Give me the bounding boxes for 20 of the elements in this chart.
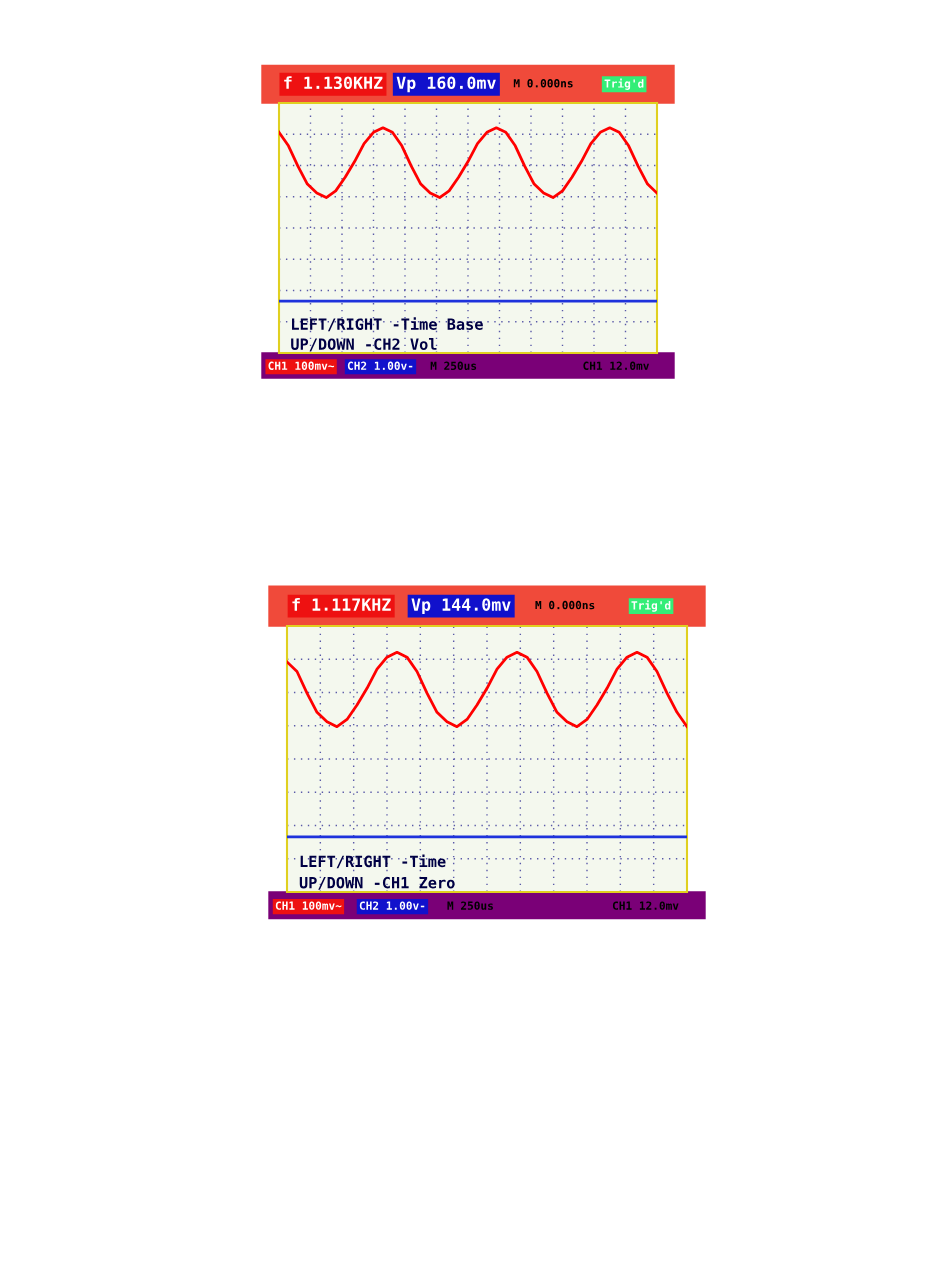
- text: CH2 1.00v-: [359, 901, 425, 910]
- text: Vp 144.0mv: [411, 598, 511, 615]
- text: f 1.117KHZ: [292, 597, 391, 611]
- text: f 1.130KHZ: [284, 76, 383, 90]
- text: M 250us: [447, 901, 493, 910]
- text: CH1 100mv~: [268, 361, 335, 370]
- text: M 0.000ns: [535, 600, 595, 610]
- text: M 250us: [430, 361, 477, 370]
- text: Vp 160.0mv: [396, 76, 496, 93]
- annotation: LEFT/RIGHT -Time: [300, 854, 446, 869]
- annotation: UP/DOWN -CH1 Zero: [299, 876, 455, 890]
- text: Trig'd: [604, 78, 644, 90]
- text: CH2 1.00v-: [347, 361, 413, 370]
- annotation: LEFT/RIGHT -Time Base: [292, 317, 483, 332]
- text: Trig'd: [631, 600, 671, 612]
- text: CH1 12.0mv: [612, 901, 679, 910]
- text: M 0.000ns: [513, 79, 573, 88]
- text: CH1 100mv~: [275, 901, 342, 910]
- text: CH1 12.0mv: [583, 361, 650, 370]
- annotation: UP/DOWN -CH2 Vol: [291, 338, 437, 352]
